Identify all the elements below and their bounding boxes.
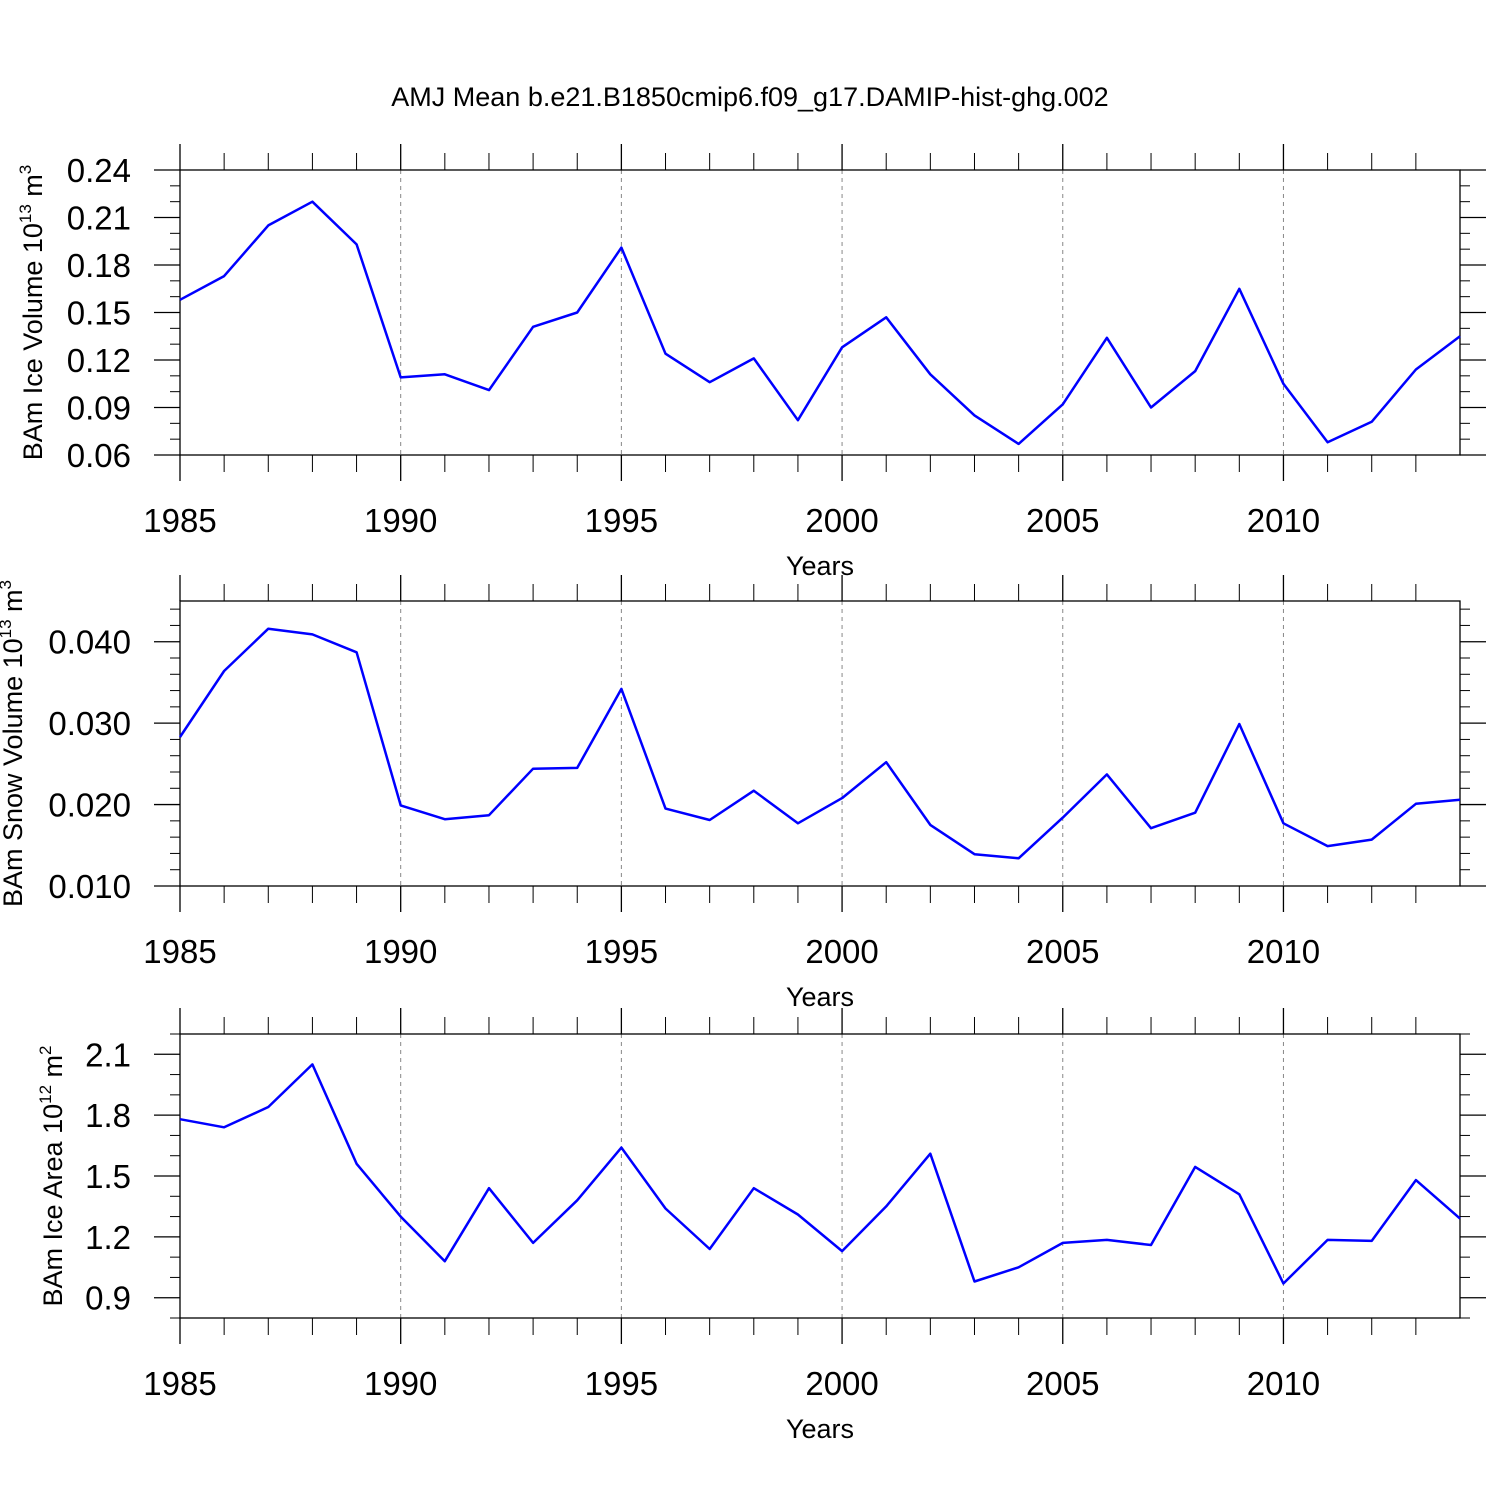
chart-3-y-tick-label-2: 1.5 (85, 1158, 131, 1195)
chart-1-y-tick-label-3: 0.15 (67, 295, 131, 332)
chart-1-x-tick-label-1985: 1985 (143, 502, 216, 539)
chart-2-y-tick-label-2: 0.030 (48, 705, 131, 742)
chart-2-x-tick-label-1990: 1990 (364, 933, 437, 970)
chart-3-x-tick-label-1985: 1985 (143, 1365, 216, 1402)
chart-1-y-tick-label-5: 0.21 (67, 200, 131, 237)
chart-1-y-tick-label-6: 0.24 (67, 152, 131, 189)
chart-3-x-tick-label-2000: 2000 (805, 1365, 878, 1402)
chart-2-y-tick-label-3: 0.040 (48, 624, 131, 661)
chart-2-x-tick-label-2010: 2010 (1247, 933, 1320, 970)
chart-1-x-tick-label-2005: 2005 (1026, 502, 1099, 539)
chart-1-x-axis-label: Years (786, 551, 854, 581)
chart-1-x-tick-label-2010: 2010 (1247, 502, 1320, 539)
chart-1-x-tick-label-1990: 1990 (364, 502, 437, 539)
chart-2-x-axis-label: Years (786, 982, 854, 1012)
chart-2-plot-frame (179, 600, 1461, 887)
chart-2-panel: 1985 1990 1995 2000 2005 2010 0.010 0.020 0.030 0… (0, 575, 1486, 1012)
chart-1-y-tick-label-0: 0.06 (67, 437, 131, 474)
chart-1-y-tick-label-4: 0.18 (67, 247, 131, 284)
chart-2-x-tick-label-1995: 1995 (585, 933, 658, 970)
chart-3-data-line (179, 1063, 1461, 1285)
chart-1-plot-frame (179, 169, 1461, 456)
chart-1-y-tick-label-1: 0.09 (67, 390, 131, 427)
chart-1-x-tick-label-2000: 2000 (805, 502, 878, 539)
chart-1-y-axis-label: BAm Ice Volume 1013 m3 (16, 165, 48, 461)
chart-2-y-tick-label-1: 0.020 (48, 787, 131, 824)
chart-3-y-tick-label-0: 0.9 (85, 1280, 131, 1317)
chart-3-x-axis-label: Years (786, 1414, 854, 1444)
chart-1-x-tick-label-1995: 1995 (585, 502, 658, 539)
chart-3-x-tick-label-2005: 2005 (1026, 1365, 1099, 1402)
chart-2-x-tick-label-2005: 2005 (1026, 933, 1099, 970)
chart-3-y-tick-label-1: 1.2 (85, 1219, 131, 1256)
chart-1-panel: 1985 1990 1995 2000 2005 2010 0.06 0.09 0.12 0.15… (16, 144, 1486, 581)
chart-2-x-tick-label-1985: 1985 (143, 933, 216, 970)
chart-3-y-tick-label-4: 2.1 (85, 1036, 131, 1073)
chart-3-y-axis-label: BAm Ice Area 1012 m2 (36, 1046, 68, 1307)
chart-2-data-line (178, 627, 1461, 860)
chart-3-y-tick-label-3: 1.8 (85, 1097, 131, 1134)
chart-3-x-tick-label-1990: 1990 (364, 1365, 437, 1402)
chart-3-panel: 1985 1990 1995 2000 2005 2010 0.9 1.2 1.5 1.8 2.1 Y… (36, 1008, 1486, 1444)
chart-3-x-tick-label-2010: 2010 (1247, 1365, 1320, 1402)
figure-title: AMJ Mean b.e21.B1850cmip6.f09_g17.DAMIP-… (391, 82, 1108, 112)
chart-2-y-axis-label: BAm Snow Volume 1013 m3 (0, 580, 28, 907)
chart-3-plot-frame (179, 1033, 1461, 1319)
chart-1-y-tick-label-2: 0.12 (67, 342, 131, 379)
chart-1-data-line (179, 200, 1461, 446)
chart-2-x-tick-label-2000: 2000 (805, 933, 878, 970)
chart-2-y-tick-label-0: 0.010 (48, 868, 131, 905)
chart-3-x-tick-label-1995: 1995 (585, 1365, 658, 1402)
